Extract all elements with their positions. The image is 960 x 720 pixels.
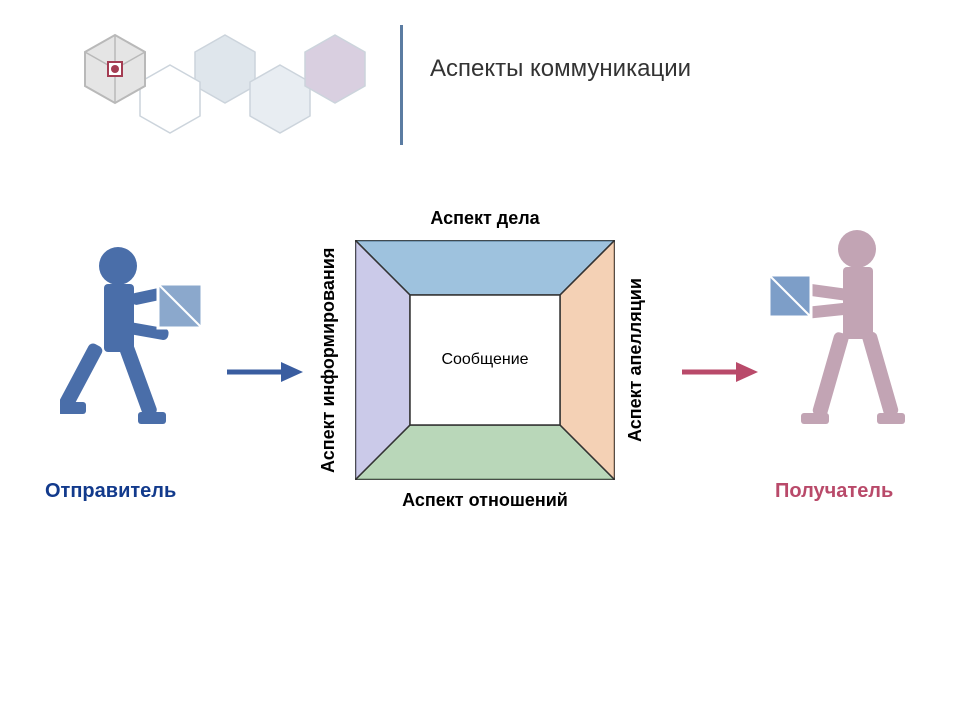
left-aspect-label: Аспект информирования: [318, 240, 339, 480]
slide: Аспекты коммуникации: [0, 0, 960, 720]
hex-decoration: [25, 10, 385, 195]
right-aspect-label: Аспект апелляции: [625, 240, 646, 480]
bottom-aspect-label: Аспект отношений: [355, 490, 615, 512]
title-divider: [400, 25, 403, 145]
sender-figure: [60, 240, 210, 455]
receiver-figure: [765, 225, 925, 460]
top-aspect-label: Аспект дела: [355, 208, 615, 229]
hex-svg: [25, 10, 385, 190]
receiver-label: Получатель: [775, 480, 893, 503]
center-label: Сообщение: [441, 351, 528, 369]
diagram: Отправитель: [0, 200, 960, 600]
sender-label: Отправитель: [45, 480, 176, 503]
message-box: Сообщение: [355, 240, 615, 485]
slide-title: Аспекты коммуникации: [430, 55, 691, 83]
